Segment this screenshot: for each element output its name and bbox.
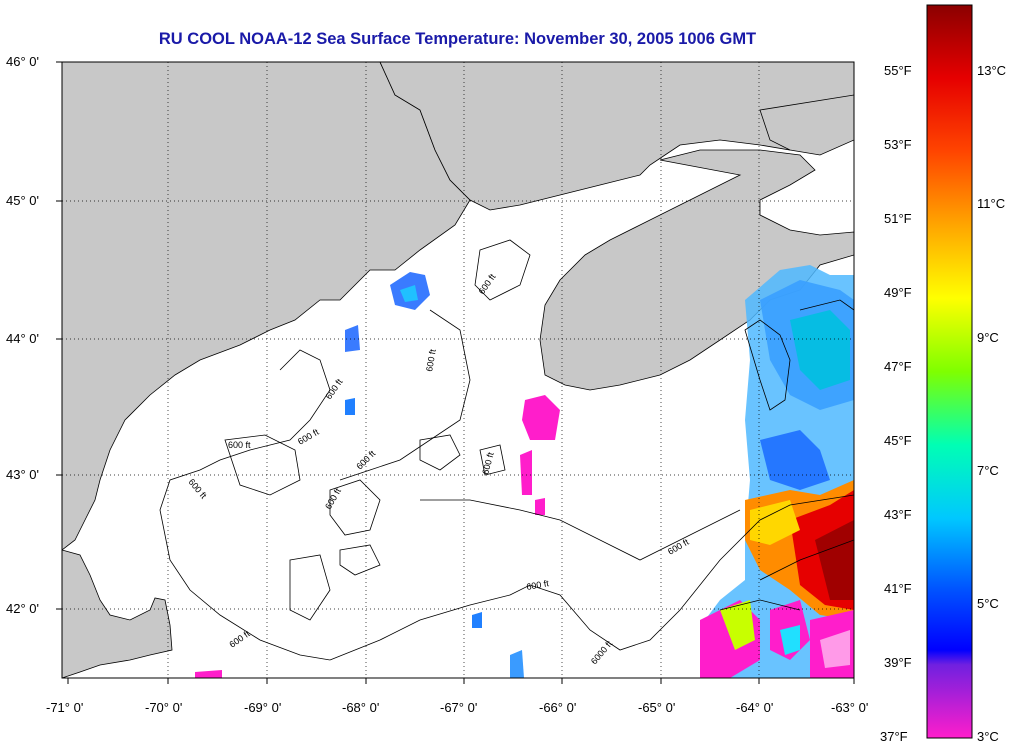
contour-label: 600 ft [228, 440, 251, 450]
colorbar-f-label: 47°F [884, 359, 912, 374]
lat-lon-grid [62, 62, 854, 678]
land-cape-cod [62, 549, 173, 678]
map-title: RU COOL NOAA-12 Sea Surface Temperature:… [158, 30, 757, 48]
colorbar-c-label: 7°C [977, 463, 999, 478]
lon-label: -66° 0' [539, 700, 577, 715]
lon-label: -68° 0' [342, 700, 380, 715]
lat-label: 43° 0' [6, 467, 39, 482]
colorbar-c-label: 9°C [977, 330, 999, 345]
colorbar-f-label: 39°F [884, 655, 912, 670]
lon-label: -64° 0' [736, 700, 774, 715]
colorbar-f-label: 53°F [884, 137, 912, 152]
land-prince-edward-area [759, 94, 854, 156]
colorbar-c-label: 13°C [977, 63, 1007, 78]
lon-label: -65° 0' [638, 700, 676, 715]
lon-label: -71° 0' [46, 700, 84, 715]
lat-label: 46° 0' [6, 54, 39, 69]
colorbar [926, 4, 973, 739]
lat-label: 44° 0' [6, 331, 39, 346]
sst-data-layer [195, 265, 854, 678]
colorbar-c-label: 3°C [977, 729, 999, 744]
colorbar-f-label: 43°F [884, 507, 912, 522]
depth-contours [159, 239, 854, 661]
colorbar-f-label: 41°F [884, 581, 912, 596]
lat-label: 42° 0' [6, 601, 39, 616]
lon-label: -69° 0' [244, 700, 282, 715]
colorbar-c-label: 5°C [977, 596, 999, 611]
colorbar-c-label: 11°C [977, 196, 1006, 211]
lon-label: -67° 0' [440, 700, 478, 715]
lon-label: -70° 0' [145, 700, 183, 715]
contour-label: 600 ft [424, 348, 438, 372]
lon-label: -63° 0' [831, 700, 869, 715]
colorbar-f-label: 55°F [884, 63, 912, 78]
map-frame [61, 61, 855, 679]
colorbar-f-label: 37°F [880, 729, 908, 744]
contour-label: 600 ft [526, 578, 550, 592]
lat-label: 45° 0' [6, 193, 39, 208]
land-nova-scotia [539, 149, 854, 391]
colorbar-f-label: 51°F [884, 211, 912, 226]
colorbar-f-label: 49°F [884, 285, 912, 300]
colorbar-f-label: 45°F [884, 433, 912, 448]
